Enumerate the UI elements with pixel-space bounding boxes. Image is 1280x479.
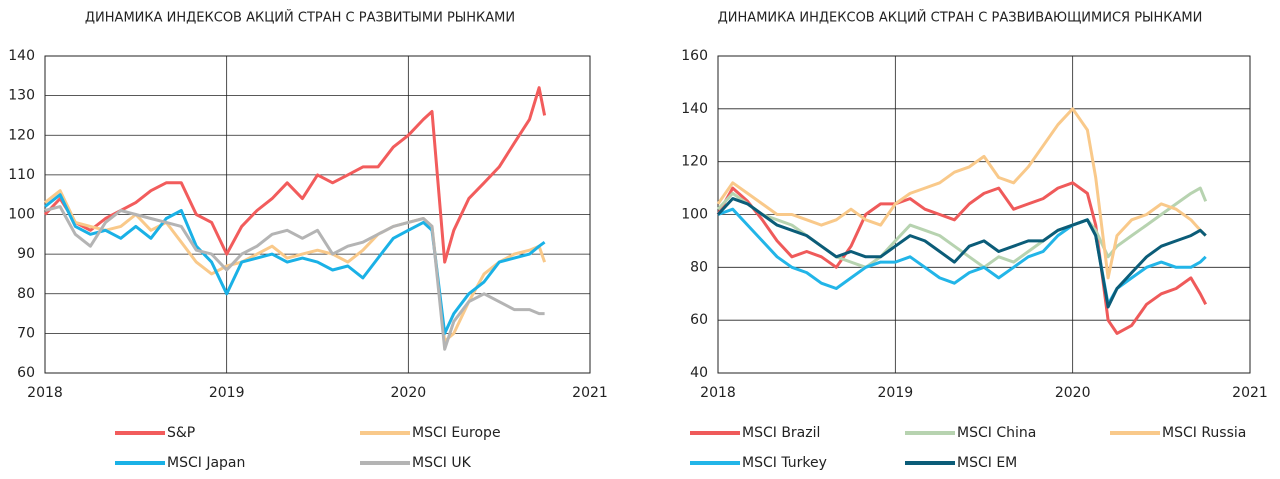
line-series [43,86,547,264]
line-series [716,181,1208,335]
y-tick-label: 70 [17,325,35,341]
y-tick-label: 130 [8,88,35,104]
y-tick-label: 120 [8,127,35,143]
legend-label: MSCI Europe [412,425,501,441]
legend-label: S&P [167,425,195,441]
line-series [716,107,1207,280]
line-series [716,197,1207,309]
x-tick-label: 2021 [1232,385,1268,401]
x-tick-label: 2020 [1055,385,1091,401]
line-series [44,205,545,351]
y-tick-label: 80 [690,259,708,275]
x-tick-label: 2018 [700,385,736,401]
line-series [44,193,546,335]
x-tick-label: 2020 [391,385,427,401]
legend-label: MSCI Russia [1162,425,1246,441]
y-tick-label: 80 [17,286,35,302]
x-tick-label: 2019 [209,385,245,401]
y-tick-label: 160 [681,48,708,64]
legend-label: MSCI EM [957,455,1017,471]
legend-label: MSCI China [957,425,1036,441]
x-tick-label: 2018 [27,385,63,401]
y-tick-label: 100 [681,207,708,223]
y-tick-label: 110 [8,167,35,183]
y-tick-label: 120 [681,154,708,170]
legend-label: MSCI Turkey [742,455,827,471]
legend-label: MSCI Japan [167,455,245,471]
y-tick-label: 60 [690,312,708,328]
y-tick-label: 140 [681,101,708,117]
chart-title: ДИНАМИКА ИНДЕКСОВ АКЦИЙ СТРАН С РАЗВИТЫМ… [85,10,515,26]
line-series [44,189,547,343]
chart-title: ДИНАМИКА ИНДЕКСОВ АКЦИЙ СТРАН С РАЗВИВАЮ… [718,10,1203,26]
legend-label: MSCI UK [412,455,472,471]
y-tick-label: 40 [690,365,708,381]
x-tick-label: 2019 [878,385,914,401]
x-tick-label: 2021 [572,385,608,401]
line-series [717,207,1207,306]
y-tick-label: 100 [8,207,35,223]
y-tick-label: 140 [8,48,35,64]
y-tick-label: 60 [17,365,35,381]
y-tick-label: 90 [17,246,35,262]
legend-label: MSCI Brazil [742,425,820,441]
